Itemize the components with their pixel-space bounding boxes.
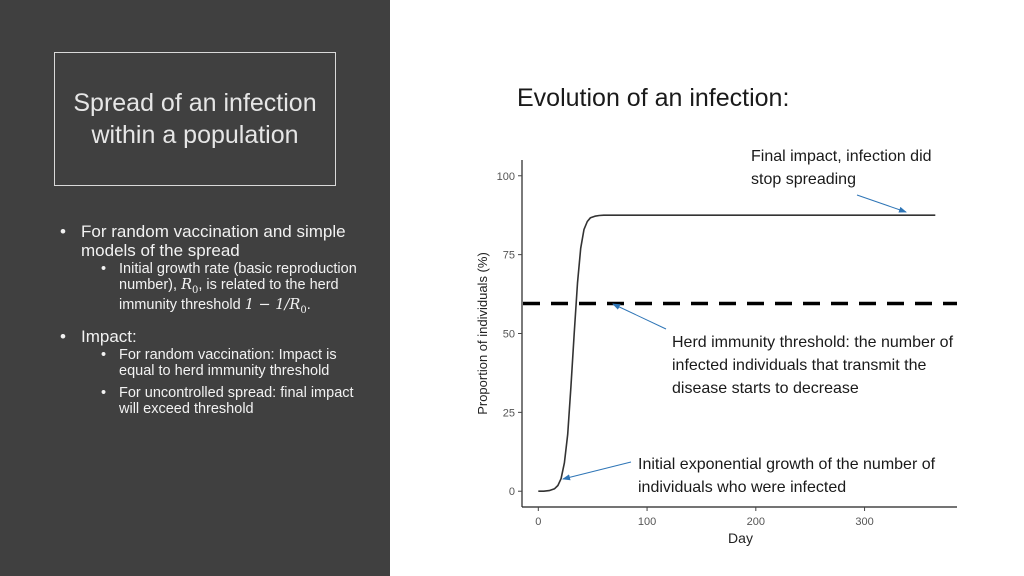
x-tick-label: 200 — [747, 516, 765, 528]
bullet-text: For random vaccination and simple models… — [81, 222, 346, 260]
y-tick-label: 25 — [503, 407, 515, 419]
infection-curve — [538, 214, 936, 493]
sub-bullet-list: For random vaccination: Impact is equal … — [60, 348, 360, 417]
sub-bullet-uncontrolled-spread: For uncontrolled spread: final impact wi… — [60, 386, 360, 417]
sub-bullet-list: Initial growth rate (basic reproduction … — [60, 261, 360, 318]
left-panel: Spread of an infection within a populati… — [0, 0, 390, 576]
bullet-list: For random vaccination and simple models… — [60, 222, 360, 426]
threshold-formula: 1 − 1/R0 — [244, 296, 307, 316]
y-axis-label: Proportion of individuals (%) — [475, 252, 490, 415]
slide-title: Spread of an infection within a populati… — [73, 89, 317, 149]
sub-bullet-text: Initial growth rate (basic reproduction … — [119, 261, 357, 293]
bullet-text: Impact: — [81, 327, 137, 347]
y-tick-label: 100 — [497, 171, 515, 183]
y-tick-label: 0 — [509, 486, 515, 498]
r0-symbol: R0 — [181, 276, 199, 296]
y-tick-label: 75 — [503, 250, 515, 262]
arrow-initial-growth — [562, 461, 632, 481]
arrow-herd-immunity — [612, 303, 667, 330]
title-box: Spread of an infection within a populati… — [54, 52, 336, 186]
chart-title: Evolution of an infection: — [517, 84, 790, 112]
sub-bullet-random-vaccination: For random vaccination: Impact is equal … — [60, 348, 360, 379]
x-axis-label: Day — [728, 530, 753, 546]
x-tick-label: 300 — [855, 516, 873, 528]
x-tick-label: 0 — [535, 516, 541, 528]
annotation-final-impact: Final impact, infection did stop spreadi… — [751, 148, 932, 188]
sub-bullet-growth-rate: Initial growth rate (basic reproduction … — [60, 261, 360, 318]
bullet-impact: Impact: For random vaccination: Impact i… — [60, 327, 360, 417]
annotation-herd-immunity: Herd immunity threshold: the number of i… — [672, 334, 954, 397]
annotation-initial-growth: Initial exponential growth of the number… — [638, 456, 936, 496]
y-tick-label: 50 — [503, 329, 515, 341]
x-tick-label: 100 — [638, 516, 656, 528]
bullet-random-vaccination: For random vaccination and simple models… — [60, 222, 360, 318]
arrow-final-impact — [856, 194, 907, 213]
